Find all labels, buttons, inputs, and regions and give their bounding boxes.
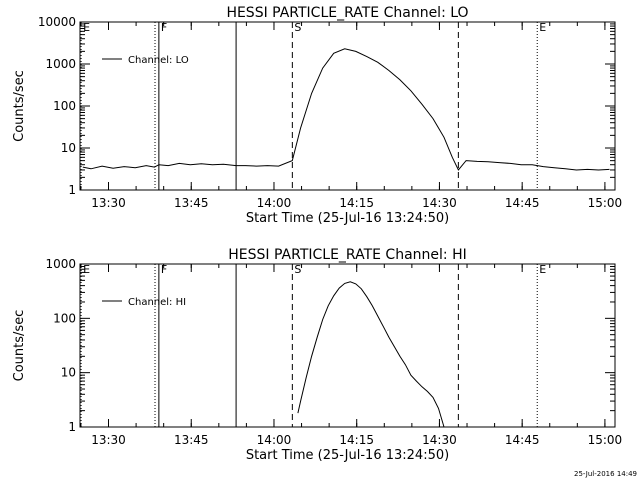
x-tick-label: 13:30 <box>91 196 126 210</box>
y-axis-label: Counts/sec <box>12 70 27 142</box>
x-tick-label: 13:30 <box>91 433 126 447</box>
y-tick-label: 100 <box>53 311 76 325</box>
x-tick-label: 14:00 <box>257 196 292 210</box>
event-marker-label: E <box>539 263 546 276</box>
y-tick-label: 1000 <box>45 257 76 271</box>
x-tick-label: 13:45 <box>174 433 209 447</box>
event-marker-label: E <box>83 21 90 34</box>
y-tick-label: 1 <box>68 420 76 434</box>
series-line <box>297 281 445 428</box>
chart-panel: HESSI PARTICLE_RATE Channel: LO 13:30 13:4… <box>12 5 622 226</box>
x-tick-label: 14:30 <box>422 433 457 447</box>
event-marker-label: E <box>539 21 546 34</box>
y-tick-label: 10 <box>61 366 76 380</box>
legend-label: Channel: LO <box>128 55 189 66</box>
x-tick-label: 13:45 <box>174 196 209 210</box>
x-tick-label: 14:00 <box>257 433 292 447</box>
y-tick-label: 10000 <box>38 15 76 29</box>
event-marker-label: E <box>83 263 90 276</box>
chart-title: HESSI PARTICLE_RATE Channel: HI <box>228 247 466 263</box>
event-marker-label: F <box>161 263 167 276</box>
x-tick-label: 14:15 <box>339 433 374 447</box>
y-axis-label: Counts/sec <box>12 310 27 382</box>
x-tick-label: 14:30 <box>422 196 457 210</box>
y-tick-label: 1 <box>68 183 76 197</box>
series-line <box>82 48 610 171</box>
x-tick-label: 15:00 <box>588 196 623 210</box>
event-marker-label: S <box>294 21 301 34</box>
event-marker-label: S <box>294 263 301 276</box>
legend-label: Channel: HI <box>128 297 186 308</box>
x-tick-label: 14:15 <box>339 196 374 210</box>
x-tick-label: 15:00 <box>588 433 623 447</box>
x-axis-label: Start Time (25-Jul-16 13:24:50) <box>246 448 449 463</box>
x-axis-label: Start Time (25-Jul-16 13:24:50) <box>246 211 449 226</box>
event-marker-label: F <box>161 21 167 34</box>
x-tick-label: 14:45 <box>505 433 540 447</box>
chart-title: HESSI PARTICLE_RATE Channel: LO <box>226 5 468 21</box>
timestamp: 25-Jul-2016 14:49 <box>574 470 637 478</box>
y-tick-label: 100 <box>53 99 76 113</box>
chart-panel: HESSI PARTICLE_RATE Channel: HI 13:30 13:4… <box>12 247 622 463</box>
y-tick-label: 1000 <box>45 57 76 71</box>
y-tick-label: 10 <box>61 141 76 155</box>
x-tick-label: 14:45 <box>505 196 540 210</box>
